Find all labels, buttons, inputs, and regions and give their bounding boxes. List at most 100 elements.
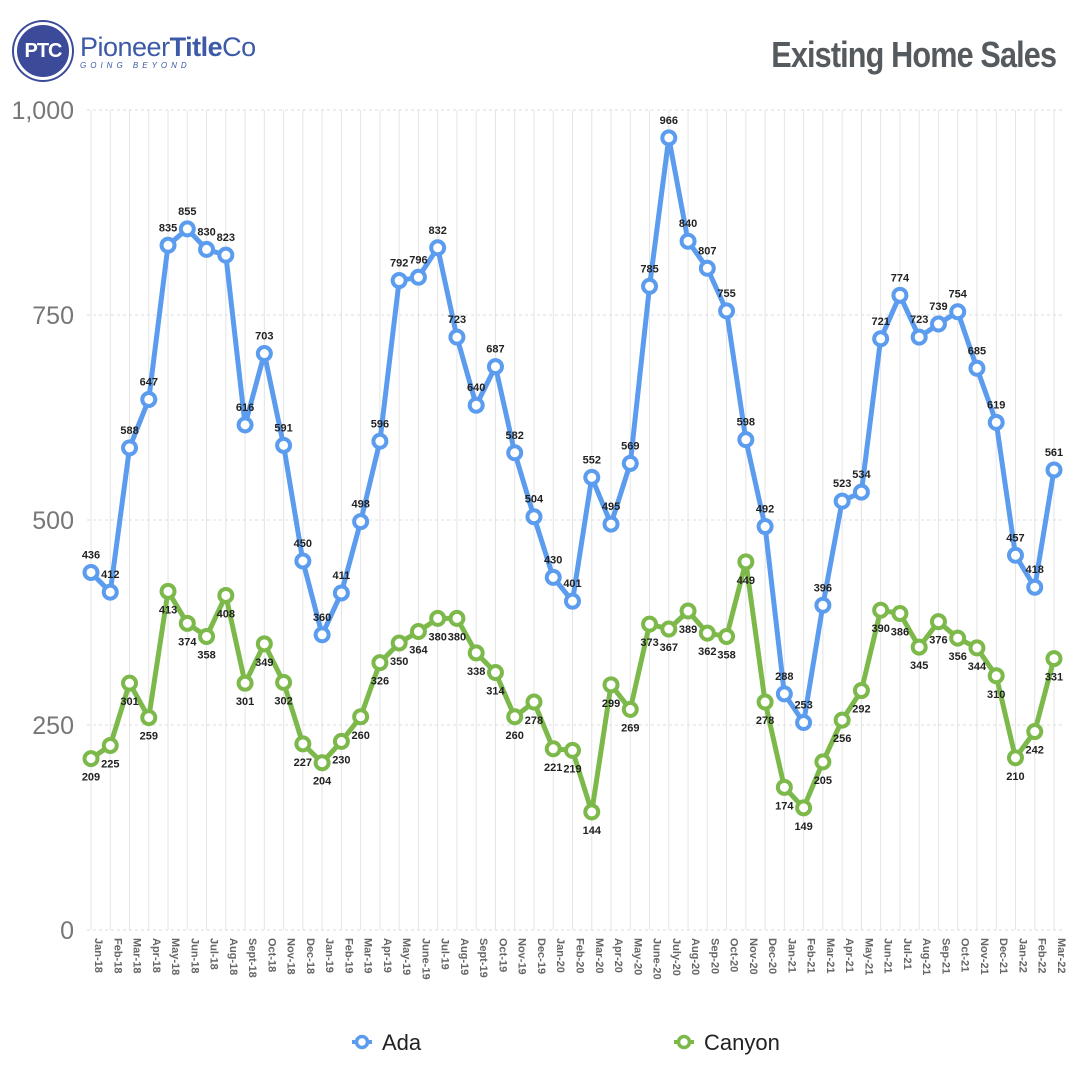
data-point bbox=[101, 583, 119, 601]
data-label: 362 bbox=[698, 646, 716, 658]
data-label: 774 bbox=[891, 272, 910, 284]
data-label: 278 bbox=[525, 715, 543, 727]
data-label: 807 bbox=[698, 245, 716, 257]
data-point bbox=[313, 626, 331, 644]
x-tick-label: June-19 bbox=[419, 938, 431, 980]
data-label: 331 bbox=[1045, 672, 1063, 684]
data-label: 253 bbox=[794, 700, 812, 712]
data-point bbox=[679, 232, 697, 250]
x-tick-label: Jan-21 bbox=[785, 938, 797, 973]
data-label: 350 bbox=[390, 656, 408, 668]
data-point bbox=[506, 444, 524, 462]
data-point bbox=[429, 239, 447, 257]
x-tick-label: July-20 bbox=[670, 938, 682, 976]
legend-label: Ada bbox=[382, 1030, 422, 1055]
data-label: 401 bbox=[563, 578, 581, 590]
logo-tagline: GOING BEYOND bbox=[80, 61, 191, 70]
data-label: 408 bbox=[217, 608, 235, 620]
data-label: 796 bbox=[409, 254, 427, 266]
data-point bbox=[371, 432, 389, 450]
data-label: 373 bbox=[640, 637, 658, 649]
data-label: 832 bbox=[429, 225, 447, 237]
x-tick-label: Feb-19 bbox=[342, 938, 354, 973]
data-point bbox=[140, 709, 158, 727]
legend-label: Canyon bbox=[704, 1030, 780, 1055]
x-tick-label: Mar-20 bbox=[593, 938, 605, 973]
data-label: 364 bbox=[409, 645, 428, 657]
data-label: 596 bbox=[371, 418, 389, 430]
data-point bbox=[486, 664, 504, 682]
data-point bbox=[795, 799, 813, 817]
x-tick-label: Oct-19 bbox=[496, 938, 508, 972]
data-label: 430 bbox=[544, 554, 562, 566]
data-point bbox=[814, 753, 832, 771]
data-point bbox=[313, 754, 331, 772]
data-point bbox=[1026, 723, 1044, 741]
x-tick-label: Jan-19 bbox=[323, 938, 335, 973]
data-point bbox=[891, 286, 909, 304]
y-tick-label: 1,000 bbox=[11, 97, 74, 125]
x-tick-label: Aug-20 bbox=[689, 938, 701, 975]
data-label: 457 bbox=[1006, 532, 1024, 544]
data-point bbox=[718, 627, 736, 645]
data-point bbox=[255, 635, 273, 653]
x-tick-label: Aug-19 bbox=[458, 938, 470, 975]
data-point bbox=[82, 750, 100, 768]
data-label: 376 bbox=[929, 635, 947, 647]
data-point bbox=[121, 439, 139, 457]
x-tick-label: Feb-20 bbox=[574, 938, 586, 973]
data-label: 299 bbox=[602, 698, 620, 710]
data-label: 552 bbox=[583, 454, 601, 466]
data-point bbox=[390, 272, 408, 290]
data-point bbox=[583, 468, 601, 486]
x-tick-label: Oct-18 bbox=[265, 938, 277, 972]
data-label: 418 bbox=[1026, 564, 1044, 576]
data-point bbox=[275, 436, 293, 454]
x-tick-label: Jul-19 bbox=[439, 938, 451, 970]
data-label: 144 bbox=[583, 825, 602, 837]
data-label: 326 bbox=[371, 676, 389, 688]
data-point bbox=[332, 584, 350, 602]
x-tick-label: May-20 bbox=[631, 938, 643, 975]
data-label: 389 bbox=[679, 624, 697, 636]
data-point bbox=[178, 220, 196, 238]
data-point bbox=[698, 624, 716, 642]
data-point bbox=[294, 552, 312, 570]
data-point bbox=[602, 515, 620, 533]
data-label: 647 bbox=[140, 376, 158, 388]
data-label: 149 bbox=[794, 821, 812, 833]
data-point bbox=[910, 328, 928, 346]
data-point bbox=[409, 268, 427, 286]
data-label: 301 bbox=[236, 696, 254, 708]
legend-marker bbox=[354, 1034, 370, 1050]
data-point bbox=[756, 693, 774, 711]
data-label: 640 bbox=[467, 382, 485, 394]
data-label: 721 bbox=[871, 316, 889, 328]
logo-mark: PTC bbox=[14, 22, 72, 80]
data-label: 221 bbox=[544, 762, 562, 774]
x-tick-label: Nov-21 bbox=[978, 938, 990, 975]
data-label: 338 bbox=[467, 666, 485, 678]
y-tick-label: 750 bbox=[32, 302, 74, 330]
data-point bbox=[409, 623, 427, 641]
data-label: 380 bbox=[429, 631, 447, 643]
data-label: 380 bbox=[448, 631, 466, 643]
data-label: 504 bbox=[525, 494, 544, 506]
data-label: 205 bbox=[814, 775, 832, 787]
data-label: 278 bbox=[756, 715, 774, 727]
x-tick-label: Apr-21 bbox=[843, 938, 855, 973]
x-tick-label: Mar-18 bbox=[131, 938, 143, 973]
x-tick-label: Jul-21 bbox=[901, 938, 913, 970]
data-point bbox=[448, 609, 466, 627]
data-point bbox=[564, 592, 581, 610]
data-label: 269 bbox=[621, 722, 639, 734]
data-point bbox=[910, 638, 928, 656]
data-point bbox=[775, 685, 793, 703]
data-label: 301 bbox=[120, 696, 138, 708]
data-label: 588 bbox=[120, 425, 138, 437]
data-point bbox=[332, 732, 350, 750]
chart-title: Existing Home Sales bbox=[771, 34, 1057, 75]
x-tick-label: Oct-20 bbox=[728, 938, 740, 972]
data-label: 396 bbox=[814, 582, 832, 594]
data-point bbox=[525, 508, 543, 526]
